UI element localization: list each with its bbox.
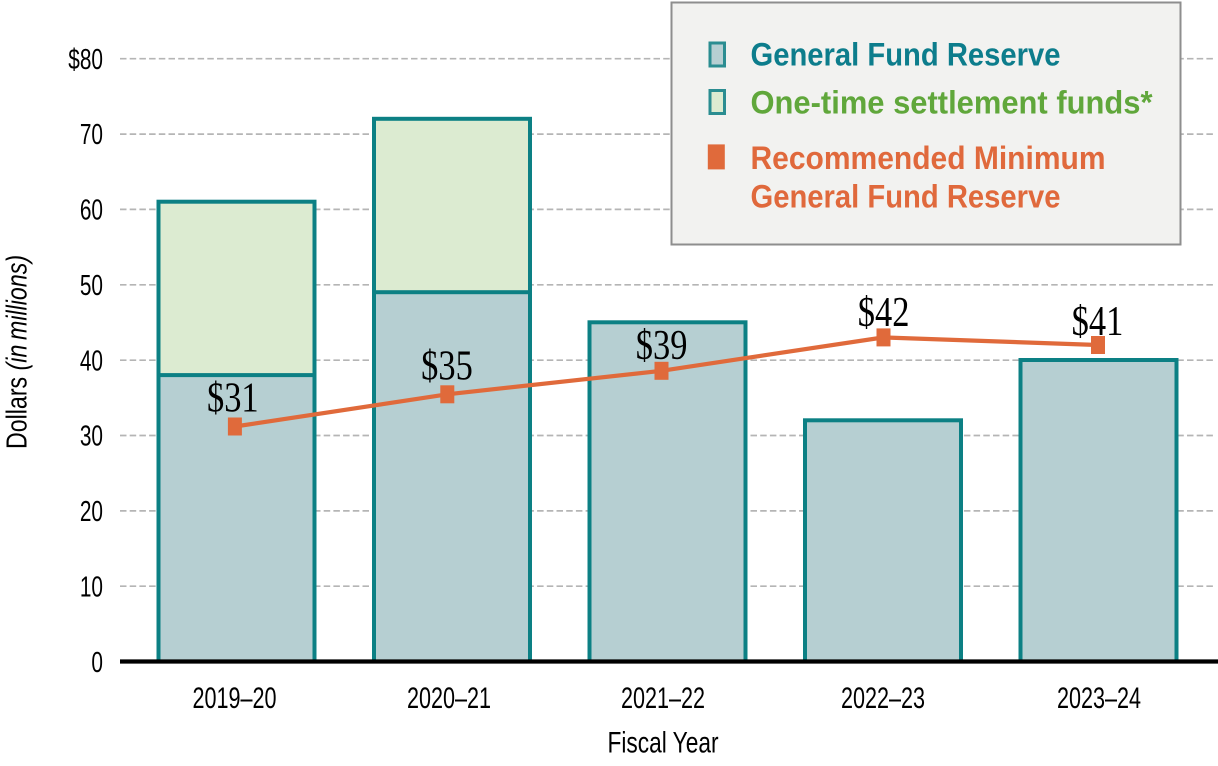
svg-text:2022–23: 2022–23 [841, 680, 925, 714]
svg-text:$31: $31 [207, 376, 259, 422]
svg-text:$80: $80 [68, 44, 103, 76]
svg-text:General Fund Reserve: General Fund Reserve [751, 179, 1061, 215]
svg-text:$35: $35 [421, 343, 473, 389]
svg-text:0: 0 [91, 647, 103, 679]
svg-text:20: 20 [80, 496, 103, 528]
svg-text:2023–24: 2023–24 [1057, 680, 1141, 714]
svg-text:General Fund Reserve: General Fund Reserve [751, 37, 1061, 73]
svg-text:Fiscal Year: Fiscal Year [607, 726, 718, 760]
svg-text:Dollars (in millions): Dollars (in millions) [0, 255, 33, 449]
svg-text:2020–21: 2020–21 [407, 680, 491, 714]
svg-text:$39: $39 [636, 323, 688, 369]
svg-text:70: 70 [80, 119, 103, 151]
svg-text:10: 10 [80, 571, 103, 603]
svg-text:50: 50 [80, 270, 103, 302]
svg-text:40: 40 [80, 345, 103, 377]
svg-text:Recommended Minimum: Recommended Minimum [751, 140, 1106, 176]
svg-text:2021–22: 2021–22 [621, 680, 705, 714]
svg-text:60: 60 [80, 194, 103, 226]
svg-text:30: 30 [80, 421, 103, 453]
svg-text:One-time settlement funds*: One-time settlement funds* [751, 85, 1154, 121]
svg-text:$41: $41 [1072, 299, 1124, 345]
svg-text:2019–20: 2019–20 [192, 680, 276, 714]
svg-text:$42: $42 [858, 290, 910, 336]
